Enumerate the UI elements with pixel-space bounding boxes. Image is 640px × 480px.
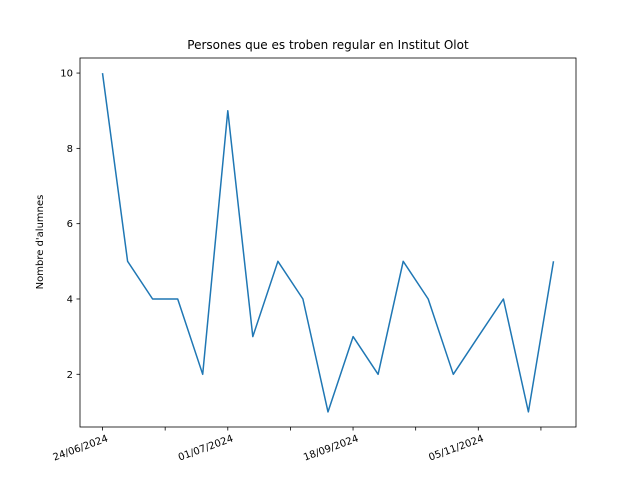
plot-frame: [79, 57, 577, 428]
x-tick-label: 05/11/2024: [427, 433, 485, 463]
y-tick-label: 4: [67, 294, 73, 305]
chart-title: Persones que es troben regular en Instit…: [187, 38, 469, 52]
y-tick-label: 8: [67, 144, 73, 155]
x-axis: 24/06/2024 01/07/2024 18/09/2024 05/11/2024: [52, 427, 542, 464]
y-axis-title: Nombre d'alumnes: [35, 195, 46, 290]
data-point: [251, 335, 255, 339]
data-point: [226, 109, 230, 113]
data-point: [551, 259, 555, 263]
x-tick-label: 01/07/2024: [177, 433, 235, 463]
data-point: [126, 259, 130, 263]
data-point: [526, 410, 530, 414]
data-point: [376, 372, 380, 376]
data-point: [201, 372, 205, 376]
data-point: [101, 71, 105, 75]
data-point: [151, 297, 155, 301]
x-tick-label: 24/06/2024: [52, 433, 110, 463]
data-point: [326, 410, 330, 414]
y-axis: 2 4 6 8 10: [60, 69, 80, 381]
data-point: [176, 297, 180, 301]
data-point: [501, 297, 505, 301]
data-point: [351, 335, 355, 339]
data-point: [426, 297, 430, 301]
data-point: [301, 297, 305, 301]
series-line: [101, 73, 555, 413]
data-points: [101, 71, 556, 414]
y-tick-label: 6: [67, 219, 73, 230]
data-point: [401, 259, 405, 263]
data-point: [276, 259, 280, 263]
data-point: [476, 335, 480, 339]
y-tick-label: 10: [60, 69, 73, 80]
data-point: [451, 372, 455, 376]
x-tick-label: 18/09/2024: [302, 433, 360, 463]
y-tick-label: 2: [67, 370, 73, 381]
